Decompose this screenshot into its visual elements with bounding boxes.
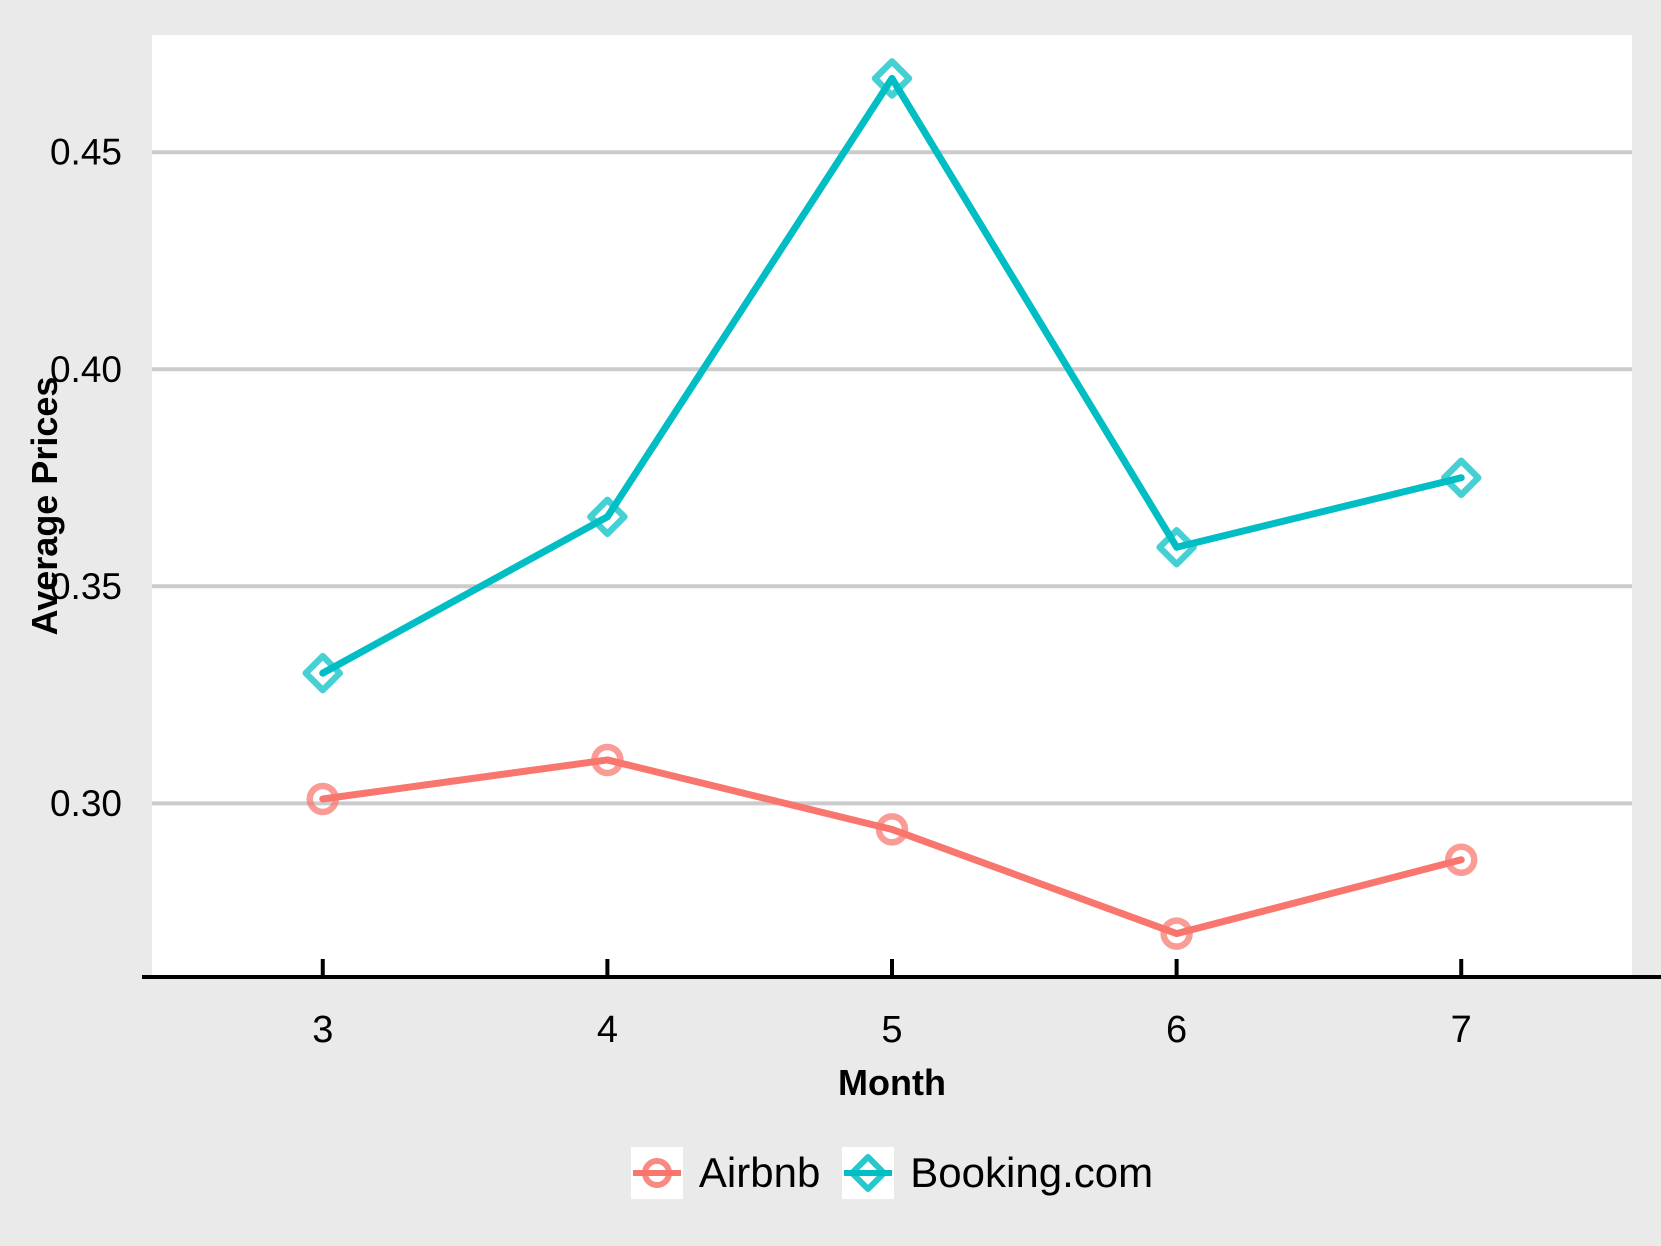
legend-label-booking-com: Booking.com xyxy=(910,1149,1154,1196)
y-axis-title: Average Prices xyxy=(24,376,65,636)
y-tick-label: 0.35 xyxy=(50,566,122,607)
legend-item-booking-com: Booking.com xyxy=(842,1147,1153,1199)
booking-com-diamond-marker xyxy=(871,58,913,99)
x-tick-label: 7 xyxy=(1451,1009,1472,1051)
booking-com-diamond-marker xyxy=(1440,457,1482,499)
airbnb-circle-marker xyxy=(1444,843,1478,877)
airbnb-line xyxy=(319,756,1465,938)
airbnb-circle-marker xyxy=(306,782,340,816)
airbnb-circle-marker xyxy=(1160,917,1193,950)
booking-com-legend-key xyxy=(842,1147,895,1199)
y-tick-label: 0.30 xyxy=(50,783,122,824)
legend: Airbnb Booking.com xyxy=(152,1145,1632,1201)
airbnb-legend-key xyxy=(630,1147,683,1199)
booking-com-diamond-marker xyxy=(587,496,628,538)
y-tick-label: 0.45 xyxy=(50,132,122,173)
x-tick-label: 6 xyxy=(1166,1009,1187,1051)
y-tick-label: 0.40 xyxy=(50,349,122,390)
diamond-marker-icon xyxy=(849,1154,888,1192)
x-tick-label: 3 xyxy=(312,1009,333,1051)
booking-com-diamond-marker xyxy=(302,652,344,694)
booking-com-line xyxy=(319,74,1465,677)
airbnb-circle-marker xyxy=(591,743,624,777)
airbnb-circle-marker xyxy=(875,813,909,846)
x-axis-title: Month xyxy=(838,1062,946,1103)
plot-panel xyxy=(152,35,1632,977)
legend-item-airbnb: Airbnb xyxy=(630,1147,821,1199)
x-tick-label: 5 xyxy=(881,1009,902,1051)
booking-com-diamond-marker xyxy=(1156,526,1197,568)
x-tick-label: 4 xyxy=(597,1009,618,1051)
legend-label-airbnb: Airbnb xyxy=(698,1149,821,1196)
circle-marker-icon xyxy=(641,1158,672,1188)
